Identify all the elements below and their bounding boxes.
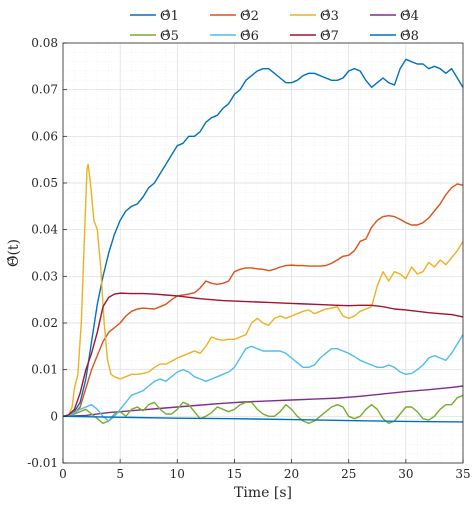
legend-item-5: Θ̂5 <box>130 29 179 44</box>
x-tick-label: 35 <box>455 467 470 481</box>
series-line-6 <box>62 334 464 422</box>
y-tick-label: 0.02 <box>31 316 58 330</box>
y-axis-label: Θ̂(t) <box>6 239 22 267</box>
plot-background <box>63 43 463 463</box>
x-tick-label: 15 <box>227 467 242 481</box>
legend-label: Θ̂6 <box>240 29 259 44</box>
legend-item-3: Θ̂3 <box>290 9 339 24</box>
y-tick-label: 0.07 <box>31 83 58 97</box>
x-axis-ticks: 0 5 10 15 20 25 30 35 <box>59 459 471 481</box>
x-tick-label: 0 <box>59 467 67 481</box>
x-tick-label: 10 <box>170 467 185 481</box>
legend: Θ̂1 Θ̂2 Θ̂3 Θ̂4 Θ̂5 Θ̂6 Θ̂7 Θ̂8 <box>130 9 419 44</box>
x-axis-label: Time [s] <box>234 485 292 501</box>
legend-label: Θ̂5 <box>160 29 179 44</box>
y-axis-ticks: -0.01 0 0.01 0.02 0.03 0.04 0.05 0.06 0.07 0.08 <box>27 36 67 470</box>
y-tick-label: 0.05 <box>31 176 58 190</box>
y-tick-label: -0.01 <box>27 456 58 470</box>
series-line-5 <box>62 394 464 425</box>
y-tick-label: 0 <box>50 409 58 423</box>
plot-frame <box>62 42 464 464</box>
y-tick-label: 0.06 <box>31 129 58 143</box>
legend-item-1: Θ̂1 <box>130 9 179 24</box>
series-line-8 <box>62 415 464 423</box>
legend-label: Θ̂3 <box>320 9 339 24</box>
series-line-4 <box>62 385 464 418</box>
legend-label: Θ̂1 <box>160 9 179 24</box>
y-tick-label: 0.03 <box>31 269 58 283</box>
legend-label: Θ̂4 <box>400 9 419 24</box>
x-tick-label: 30 <box>398 467 413 481</box>
x-tick-label: 25 <box>341 467 356 481</box>
legend-item-8: Θ̂8 <box>370 29 419 44</box>
y-tick-label: 0.01 <box>31 363 58 377</box>
legend-item-2: Θ̂2 <box>210 9 259 24</box>
legend-item-6: Θ̂6 <box>210 29 259 44</box>
legend-item-4: Θ̂4 <box>370 9 419 24</box>
y-tick-label: 0.08 <box>31 36 58 50</box>
series-line-3 <box>62 163 464 418</box>
legend-label: Θ̂8 <box>400 29 419 44</box>
legend-label: Θ̂2 <box>240 9 259 24</box>
legend-item-7: Θ̂7 <box>290 29 339 44</box>
series-lines <box>62 58 464 425</box>
series-line-1 <box>62 58 464 418</box>
x-tick-label: 20 <box>284 467 299 481</box>
series-line-7 <box>62 292 464 418</box>
series-line-2 <box>62 183 464 418</box>
plot-area <box>62 42 464 464</box>
x-tick-label: 5 <box>116 467 124 481</box>
legend-label: Θ̂7 <box>320 29 339 44</box>
y-tick-label: 0.04 <box>31 223 58 237</box>
